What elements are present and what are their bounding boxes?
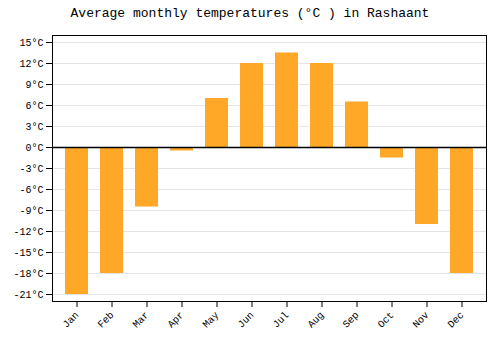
svg-text:Jul: Jul	[271, 310, 292, 331]
html-text:Average monthly temperatures (: Average monthly temperatures (°C ) in Ra…	[70, 6, 430, 21]
svg-text:-6°C: -6°C	[19, 185, 43, 196]
svg-text:9°C: 9°C	[25, 80, 43, 91]
svg-text:0°C: 0°C	[25, 143, 43, 154]
svg-text:Mar: Mar	[131, 310, 152, 331]
svg-text:Aug: Aug	[306, 310, 327, 331]
svg-text:Jun: Jun	[236, 310, 257, 331]
svg-text:12°C: 12°C	[19, 59, 43, 70]
svg-text:-3°C: -3°C	[19, 164, 43, 175]
svg-text:Dec: Dec	[446, 310, 467, 331]
svg-text:15°C: 15°C	[19, 38, 43, 49]
svg-text:Nov: Nov	[411, 310, 432, 331]
svg-text:Jan: Jan	[61, 310, 82, 331]
svg-text:Sep: Sep	[341, 310, 362, 331]
svg-text:6°C: 6°C	[25, 101, 43, 112]
svg-text:Apr: Apr	[166, 310, 187, 331]
svg-text:May: May	[201, 310, 222, 331]
svg-text:-21°C: -21°C	[13, 290, 43, 301]
svg-text:-18°C: -18°C	[13, 269, 43, 280]
svg-text:-12°C: -12°C	[13, 227, 43, 238]
svg-text:3°C: 3°C	[25, 122, 43, 133]
svg-text:-9°C: -9°C	[19, 206, 43, 217]
svg-text:-15°C: -15°C	[13, 248, 43, 259]
svg-text:Oct: Oct	[376, 310, 397, 331]
svg-text:Feb: Feb	[96, 310, 117, 331]
